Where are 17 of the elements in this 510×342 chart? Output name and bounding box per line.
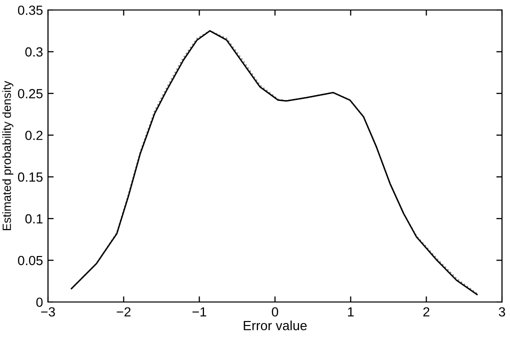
x-axis-title: Error value xyxy=(244,320,307,330)
y-tick-label: 0.15 xyxy=(18,172,43,182)
x-tick-label: 3 xyxy=(498,307,506,317)
x-tick-label: 1 xyxy=(348,307,354,316)
y-tick-label: 0.3 xyxy=(25,47,43,57)
x-tick-label: −3 xyxy=(41,307,55,317)
y-tick-label: 0.25 xyxy=(18,88,43,98)
x-tick-label: 0 xyxy=(272,307,278,317)
x-tick-label: 2 xyxy=(423,307,430,316)
y-tick-label: 0.2 xyxy=(25,130,42,140)
y-tick-label: 0.1 xyxy=(25,214,42,224)
x-tick-label: −2 xyxy=(116,307,131,316)
x-tick-label: −1 xyxy=(192,307,206,316)
y-tick-label: 0 xyxy=(36,298,43,307)
y-tick-label: 0.05 xyxy=(18,256,43,266)
y-tick-label: 0.35 xyxy=(18,6,43,15)
y-axis-title: Estimated probability density xyxy=(2,80,14,230)
